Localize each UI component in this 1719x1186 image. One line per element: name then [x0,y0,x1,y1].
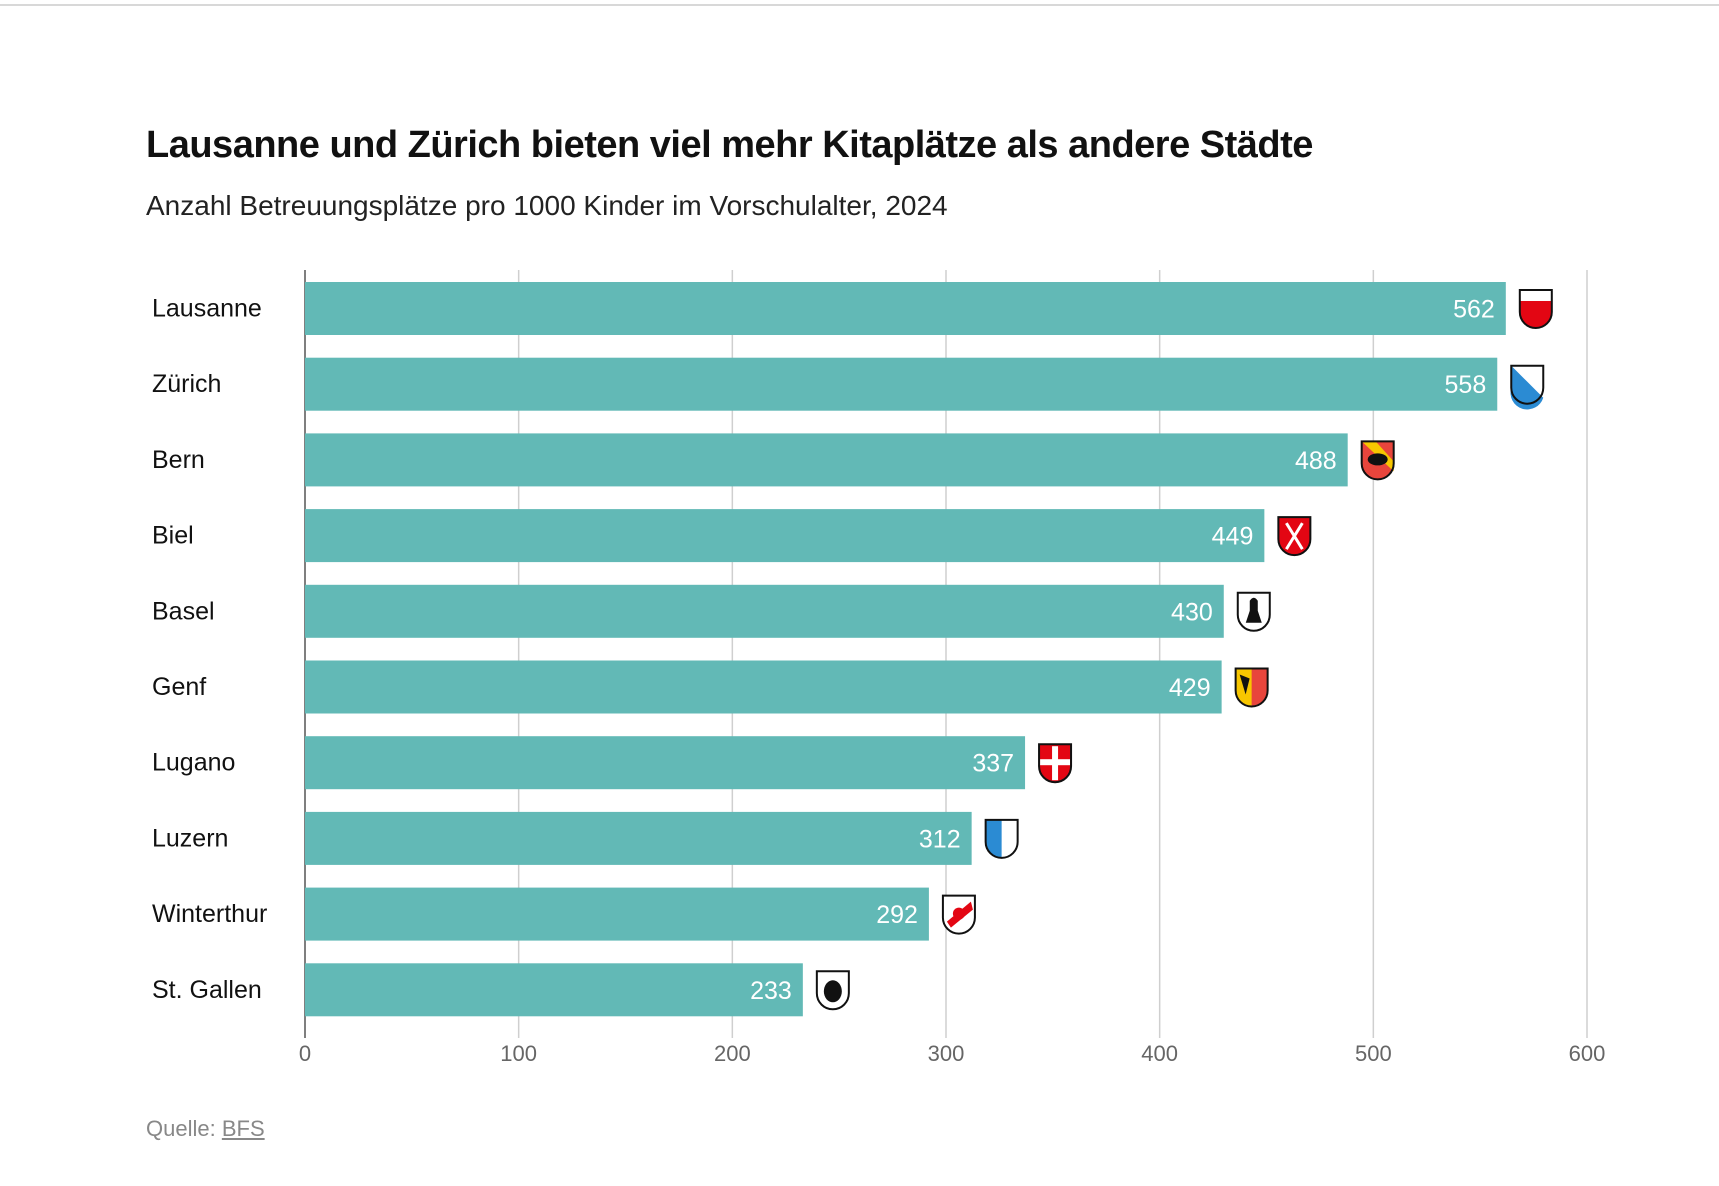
bar [305,282,1506,335]
value-label: 488 [1295,447,1337,475]
chart-title: Lausanne und Zürich bieten viel mehr Kit… [146,124,1313,166]
bar [305,660,1222,714]
bar [305,433,1348,487]
x-tick-label: 300 [928,1041,965,1066]
source-label: Quelle: [146,1116,216,1141]
x-tick-label: 0 [299,1041,311,1066]
coat-of-arms-basel-icon [1236,591,1271,632]
coat-of-arms-st-gallen-icon [815,970,850,1011]
coat-of-arms-biel-icon [1277,516,1312,557]
value-label: 558 [1445,371,1487,399]
value-label: 449 [1212,523,1254,551]
value-label: 292 [876,901,918,929]
coat-of-arms-genf-icon [1234,667,1269,708]
category-label: Zürich [152,370,221,398]
coat-of-arms-luzern-icon [984,818,1019,859]
bar [305,509,1265,563]
category-label: St. Gallen [152,976,262,1004]
coat-of-arms-bern-icon [1360,440,1395,481]
value-label: 562 [1453,296,1495,324]
coat-of-arms-zurich-icon [1510,364,1545,410]
category-label: Basel [152,597,215,625]
bar [305,811,972,865]
category-label: Biel [152,522,194,550]
chart-subtitle: Anzahl Betreuungsplätze pro 1000 Kinder … [146,190,948,221]
category-label: Genf [152,673,206,701]
value-label: 312 [919,825,961,853]
coat-of-arms-lausanne-icon [1518,289,1553,329]
category-label: Winterthur [152,900,267,928]
bar [305,887,929,941]
value-label: 233 [750,977,792,1005]
bar-chart: 0 100 200 300 400 500 600 Lausanne 562 Zürich 558 B… [152,270,1606,1066]
value-label: 429 [1169,674,1211,702]
bar [305,357,1498,411]
top-divider [0,4,1719,6]
x-tick-label: 400 [1141,1041,1178,1066]
category-label: Lausanne [152,295,262,323]
coat-of-arms-lugano-icon [1038,743,1073,784]
category-label: Luzern [152,824,228,852]
x-tick-label: 600 [1569,1041,1606,1066]
value-label: 430 [1171,598,1213,626]
x-tick-label: 200 [714,1041,751,1066]
bar [305,736,1026,790]
bar [305,584,1224,638]
x-tick-label: 500 [1355,1041,1392,1066]
source-note: Quelle: BFS [146,1116,265,1142]
category-label: Lugano [152,749,235,777]
x-tick-label: 100 [500,1041,537,1066]
category-label: Bern [152,446,205,474]
bar [305,963,803,1017]
value-label: 337 [972,750,1014,778]
source-link[interactable]: BFS [221,1116,265,1141]
coat-of-arms-winterthur-icon [941,894,976,935]
